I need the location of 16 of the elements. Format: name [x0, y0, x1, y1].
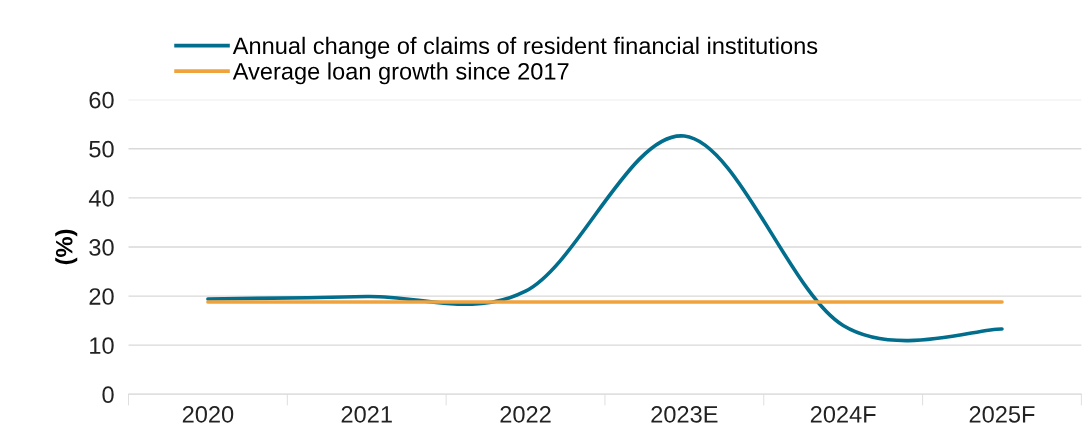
x-tick-label: 2020 — [182, 406, 234, 423]
x-tick-label: 2021 — [341, 406, 392, 423]
legend-label: Average loan growth since 2017 — [232, 62, 569, 85]
y-tick-label: 60 — [89, 91, 114, 109]
y-tick-label: 0 — [102, 386, 114, 404]
y-tick-label: 40 — [88, 189, 114, 207]
x-tick-label: 2025F — [969, 406, 1035, 423]
y-tick-label: 10 — [90, 337, 114, 354]
x-tick-label: 2023E — [651, 406, 718, 423]
y-tick-label: 30 — [89, 239, 114, 256]
y-tick-label: 20 — [89, 288, 114, 305]
legend-label: Annual change of claims of resident financial institutions — [232, 36, 818, 59]
y-axis-title: (%) — [55, 229, 78, 265]
x-tick-label: 2022 — [500, 406, 551, 423]
y-tick-label: 50 — [89, 140, 114, 158]
x-tick-label: 2024F — [810, 406, 876, 423]
